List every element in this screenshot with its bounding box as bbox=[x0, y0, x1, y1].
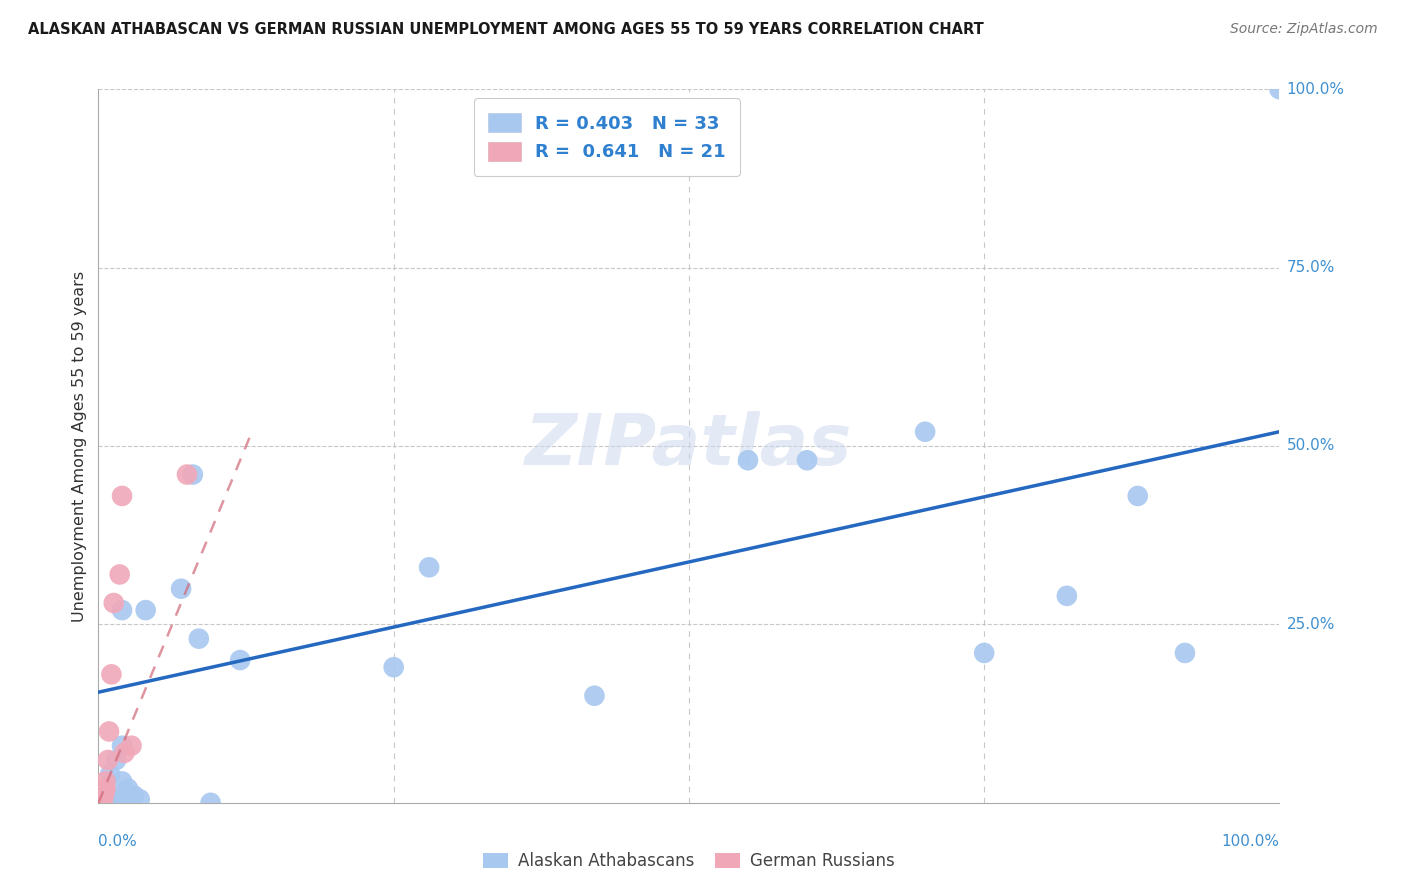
Point bbox=[93, 784, 115, 798]
Text: 25.0%: 25.0% bbox=[1286, 617, 1334, 632]
Point bbox=[93, 786, 115, 800]
Point bbox=[91, 793, 114, 807]
Point bbox=[382, 660, 405, 674]
Point bbox=[103, 596, 125, 610]
Point bbox=[418, 560, 440, 574]
Point bbox=[973, 646, 995, 660]
Point bbox=[98, 767, 121, 781]
Point bbox=[200, 796, 222, 810]
Point bbox=[128, 792, 150, 806]
Point bbox=[176, 467, 198, 482]
Point bbox=[1268, 82, 1291, 96]
Point bbox=[98, 796, 121, 810]
Point bbox=[91, 791, 114, 805]
Text: 100.0%: 100.0% bbox=[1286, 82, 1344, 96]
Point bbox=[1056, 589, 1078, 603]
Point bbox=[121, 739, 143, 753]
Point bbox=[111, 739, 134, 753]
Text: 0.0%: 0.0% bbox=[98, 834, 138, 849]
Point bbox=[105, 792, 128, 806]
Point bbox=[91, 796, 114, 810]
Point bbox=[94, 774, 117, 789]
Text: Source: ZipAtlas.com: Source: ZipAtlas.com bbox=[1230, 22, 1378, 37]
Point bbox=[111, 489, 134, 503]
Point bbox=[91, 794, 114, 808]
Point bbox=[122, 789, 145, 803]
Point bbox=[1174, 646, 1197, 660]
Text: 75.0%: 75.0% bbox=[1286, 260, 1334, 275]
Point bbox=[122, 789, 145, 803]
Text: 50.0%: 50.0% bbox=[1286, 439, 1334, 453]
Point bbox=[135, 603, 157, 617]
Y-axis label: Unemployment Among Ages 55 to 59 years: Unemployment Among Ages 55 to 59 years bbox=[72, 270, 87, 622]
Legend: Alaskan Athabascans, German Russians: Alaskan Athabascans, German Russians bbox=[477, 846, 901, 877]
Point bbox=[111, 796, 134, 810]
Point bbox=[583, 689, 606, 703]
Point bbox=[93, 796, 115, 810]
Point bbox=[1126, 489, 1149, 503]
Point bbox=[91, 790, 114, 805]
Point bbox=[93, 792, 115, 806]
Point bbox=[105, 753, 128, 767]
Point bbox=[914, 425, 936, 439]
Point bbox=[97, 753, 120, 767]
Point bbox=[91, 789, 114, 803]
Point bbox=[737, 453, 759, 467]
Text: ALASKAN ATHABASCAN VS GERMAN RUSSIAN UNEMPLOYMENT AMONG AGES 55 TO 59 YEARS CORR: ALASKAN ATHABASCAN VS GERMAN RUSSIAN UNE… bbox=[28, 22, 984, 37]
Point bbox=[112, 746, 135, 760]
Point bbox=[108, 567, 131, 582]
Point bbox=[187, 632, 209, 646]
Text: 100.0%: 100.0% bbox=[1222, 834, 1279, 849]
Point bbox=[111, 603, 134, 617]
Point bbox=[170, 582, 193, 596]
Point bbox=[117, 781, 139, 796]
Point bbox=[111, 774, 134, 789]
Point bbox=[94, 781, 117, 796]
Point bbox=[181, 467, 204, 482]
Point bbox=[98, 724, 121, 739]
Point bbox=[100, 667, 122, 681]
Point bbox=[98, 792, 121, 806]
Point bbox=[91, 787, 114, 801]
Point bbox=[93, 792, 115, 806]
Point bbox=[796, 453, 818, 467]
Text: ZIPatlas: ZIPatlas bbox=[526, 411, 852, 481]
Point bbox=[229, 653, 252, 667]
Point bbox=[93, 783, 115, 797]
